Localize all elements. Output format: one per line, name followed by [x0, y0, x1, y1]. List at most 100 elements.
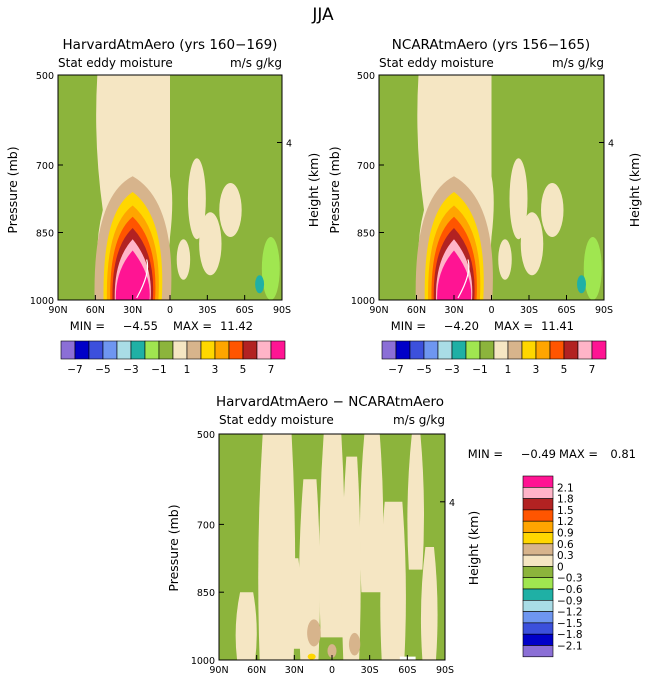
y-tick-label: 500: [197, 430, 215, 441]
x-tick-label: 60N: [407, 305, 426, 316]
colorbar-swatch: [465, 340, 481, 360]
contour-patch-tan: [520, 212, 544, 276]
colorbar-label: −7: [388, 364, 403, 376]
colorbar-swatch: [228, 340, 244, 360]
colorbar-swatch: [437, 340, 453, 360]
colorbar-swatch: [522, 554, 554, 567]
colorbar-swatch: [522, 577, 554, 590]
min-value: −4.20: [444, 319, 479, 333]
panel-title: NCARAtmAero (yrs 156−165): [392, 37, 590, 53]
colorbar-swatch: [522, 475, 554, 488]
colorbar-swatch: [116, 340, 132, 360]
colorbar-label: −1: [151, 364, 166, 376]
contour-patch-tan: [509, 158, 528, 240]
colorbar-label: 3: [533, 364, 540, 376]
colorbar-swatch: [200, 340, 216, 360]
x-tick-label: 0: [488, 305, 494, 316]
colorbar-swatch: [535, 340, 551, 360]
colorbar-label: 5: [561, 364, 568, 376]
max-value: 0.81: [610, 447, 636, 461]
contour-region-tan: [235, 592, 257, 660]
colorbar-label: 7: [589, 364, 596, 376]
contour-patch-tan: [199, 212, 222, 276]
colorbar-label: −0.6: [557, 584, 583, 596]
units-label: m/s g/kg: [230, 56, 282, 70]
contour-region-tan: [380, 501, 406, 660]
colorbar-swatch: [395, 340, 411, 360]
colorbar-swatch: [522, 633, 554, 646]
colorbar-label: 2.1: [557, 482, 574, 494]
y-tick-label: 700: [357, 161, 375, 172]
colorbar-swatch: [591, 340, 607, 360]
panel-title: HarvardAtmAero − NCARAtmAero: [216, 394, 444, 410]
contour-patch-light-green: [261, 237, 280, 300]
contour-plot: [378, 74, 605, 301]
x-tick-label: 90N: [369, 305, 388, 316]
panel-difference: HarvardAtmAero − NCARAtmAero Stat eddy m…: [166, 394, 636, 676]
colorbar-swatch: [522, 611, 554, 624]
y-tick-label: 700: [36, 161, 54, 172]
y-tick-label: 850: [36, 229, 54, 240]
colorbar-swatch: [172, 340, 188, 360]
variable-label: Stat eddy moisture: [58, 56, 173, 70]
min-label: MIN =: [468, 447, 503, 461]
colorbar-swatch: [522, 588, 554, 601]
colorbar-swatch: [522, 622, 554, 635]
colorbar-swatch: [409, 340, 425, 360]
right-axis-label: Height (km): [627, 153, 642, 227]
colorbar-label: −1.5: [557, 618, 583, 630]
right-axis-label: Height (km): [466, 511, 481, 585]
colorbar-label: −5: [416, 364, 431, 376]
x-tick-label: 60S: [236, 305, 254, 316]
colorbar-swatch: [522, 599, 554, 612]
right-tick-label: 4: [286, 139, 292, 150]
colorbar-swatch: [507, 340, 523, 360]
colorbar-swatch: [256, 340, 272, 360]
colorbar-label: −5: [95, 364, 110, 376]
y-tick-label: 1000: [351, 296, 375, 307]
y-axis-label: Pressure (mb): [327, 146, 342, 233]
colorbar-swatch: [451, 340, 467, 360]
y-tick-label: 500: [357, 71, 375, 82]
y-tick-label: 700: [197, 520, 215, 531]
colorbar-label: 1.8: [557, 494, 574, 506]
colorbar-swatch: [270, 340, 286, 360]
colorbar-swatch: [242, 340, 258, 360]
colorbar-swatch: [214, 340, 230, 360]
contour-patch-light-green: [583, 237, 602, 300]
x-tick-label: 60N: [247, 665, 266, 676]
colorbar: −7 −5 −3 −1 1 3 5 7: [60, 340, 286, 376]
colorbar-label: −0.9: [557, 595, 583, 607]
y-tick-label: 1000: [30, 296, 54, 307]
colorbar-swatch: [423, 340, 439, 360]
right-axis-label: Height (km): [306, 153, 321, 227]
colorbar-swatch: [130, 340, 146, 360]
contour-region-tan: [359, 434, 384, 593]
figure-title: JJA: [311, 5, 334, 25]
x-tick-label: 30S: [361, 665, 379, 676]
panel-ncar: NCARAtmAero (yrs 156−165) Stat eddy mois…: [327, 37, 642, 376]
contour-region-tan: [280, 558, 302, 649]
y-tick-label: 500: [36, 71, 54, 82]
max-label: MAX =: [173, 319, 212, 333]
panel-title: HarvardAtmAero (yrs 160−169): [63, 37, 278, 53]
colorbar-swatch: [479, 340, 495, 360]
colorbar-label: 1: [184, 364, 191, 376]
colorbar-label: −7: [67, 364, 82, 376]
colorbar-swatch: [521, 340, 537, 360]
colorbar-label: 1.2: [557, 516, 574, 528]
contour-patch-tan: [541, 183, 564, 237]
contour-patch-tan: [187, 158, 206, 240]
variable-label: Stat eddy moisture: [379, 56, 494, 70]
y-tick-label: 850: [197, 588, 215, 599]
contour-region-tan: [298, 479, 321, 660]
colorbar-label: −3: [123, 364, 138, 376]
colorbar-swatch: [88, 340, 104, 360]
x-tick-label: 60N: [86, 305, 105, 316]
max-value: 11.41: [541, 319, 574, 333]
y-tick-label: 850: [357, 229, 375, 240]
colorbar-swatch: [549, 340, 565, 360]
colorbar-label: −1.2: [557, 607, 583, 619]
x-tick-label: 90S: [436, 665, 454, 676]
y-axis-label: Pressure (mb): [166, 504, 181, 591]
